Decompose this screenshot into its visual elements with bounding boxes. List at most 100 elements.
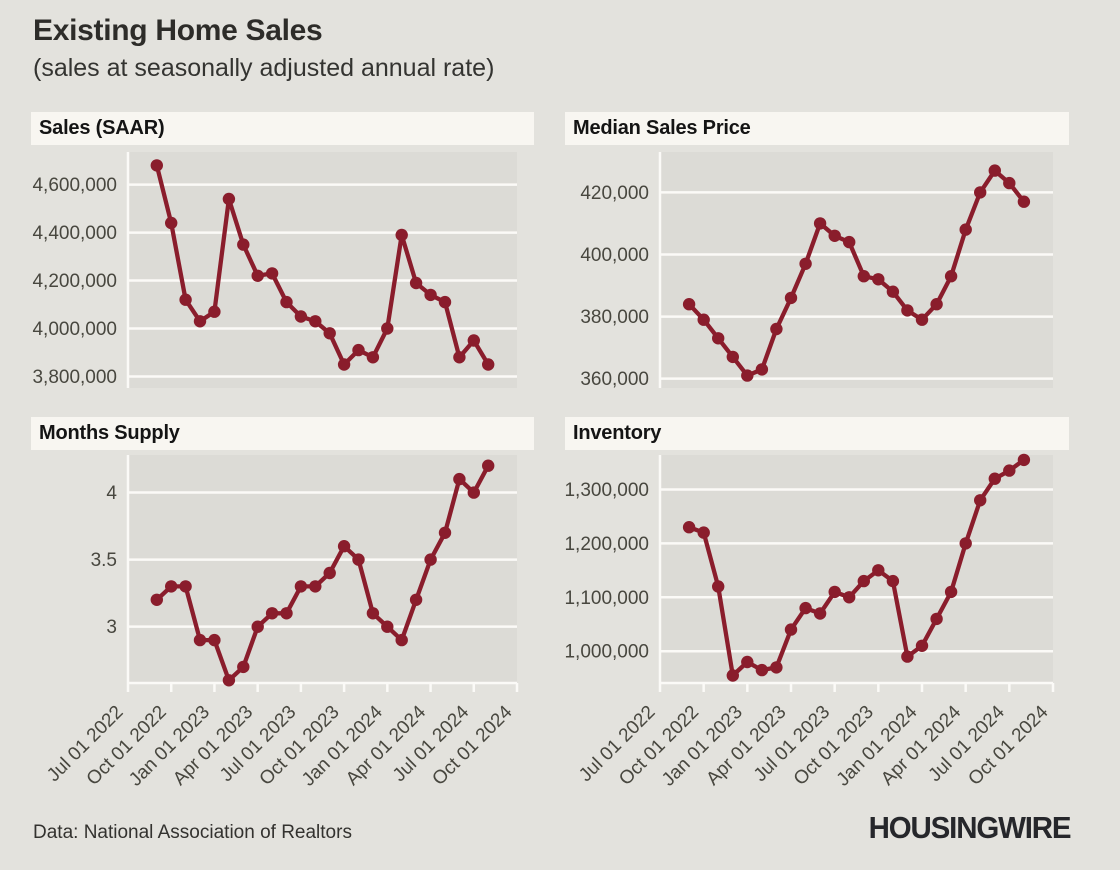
data-point: [974, 494, 987, 507]
data-point: [770, 322, 783, 336]
y-tick-label: 4,000,000: [32, 319, 117, 340]
panel-header-inventory: Inventory: [565, 417, 1069, 450]
data-point: [482, 459, 495, 472]
data-point: [974, 186, 987, 199]
data-point: [165, 580, 178, 593]
panel-title-sales: Sales (SAAR): [39, 117, 165, 139]
y-tick-label: 4,600,000: [32, 175, 117, 196]
data-point: [1003, 176, 1016, 190]
data-point: [222, 192, 236, 206]
data-point: [901, 650, 914, 663]
data-point: [251, 620, 264, 633]
data-point: [726, 350, 739, 364]
housingwire-logo: HOUSINGWIRE: [868, 810, 1071, 845]
data-point: [930, 612, 943, 626]
data-point: [886, 574, 900, 588]
data-point: [280, 295, 293, 309]
data-point: [150, 159, 163, 172]
panel-title-inventory: Inventory: [573, 422, 662, 444]
data-point: [770, 661, 783, 674]
y-tick-label: 3,800,000: [32, 367, 117, 388]
data-point: [251, 269, 264, 282]
page-title: Existing Home Sales: [33, 14, 323, 47]
data-point: [165, 216, 178, 230]
data-point: [959, 223, 972, 236]
data-point: [872, 564, 885, 577]
data-point: [352, 343, 365, 357]
data-point: [222, 674, 236, 687]
panel-header-sales: Sales (SAAR): [31, 112, 534, 145]
data-point: [237, 660, 250, 674]
data-point: [915, 639, 929, 652]
data-point: [381, 322, 394, 335]
data-point: [424, 288, 437, 302]
y-tick-label: 380,000: [580, 307, 649, 328]
data-point: [467, 486, 480, 499]
panel-title-median-price: Median Sales Price: [573, 117, 751, 139]
y-tick-label: 1,100,000: [564, 588, 649, 609]
data-point: [453, 351, 466, 364]
y-tick-label: 4: [106, 483, 117, 504]
data-point: [208, 305, 221, 318]
data-point: [193, 315, 207, 328]
data-point: [857, 270, 870, 283]
data-point: [1017, 195, 1031, 208]
data-point: [337, 540, 351, 553]
y-tick-label: 1,300,000: [564, 480, 649, 501]
data-source-note: Data: National Association of Realtors: [33, 822, 352, 843]
data-point: [409, 593, 423, 606]
data-point: [901, 304, 914, 317]
data-point: [813, 217, 827, 230]
data-point: [944, 270, 958, 283]
data-point: [828, 585, 841, 599]
data-point: [395, 228, 408, 242]
data-point: [843, 235, 856, 249]
data-point: [337, 358, 351, 371]
data-point: [309, 580, 322, 593]
data-point: [294, 310, 308, 323]
plot-area: [128, 152, 517, 388]
data-point: [381, 620, 394, 633]
y-tick-label: 420,000: [580, 183, 649, 204]
data-point: [467, 334, 480, 347]
data-point: [799, 257, 812, 270]
data-point: [915, 313, 929, 326]
plot-area: [660, 152, 1053, 388]
panel-header-months-supply: Months Supply: [31, 417, 534, 450]
data-point: [712, 332, 725, 345]
data-point: [1003, 464, 1016, 477]
data-point: [438, 526, 452, 539]
data-point: [309, 315, 322, 328]
panel-title-months-supply: Months Supply: [39, 422, 180, 444]
data-point: [280, 607, 293, 620]
y-tick-label: 360,000: [580, 369, 649, 390]
data-point: [237, 238, 250, 251]
y-tick-label: 1,000,000: [564, 642, 649, 663]
y-tick-label: 1,200,000: [564, 534, 649, 555]
data-point: [726, 669, 739, 682]
median-sales-price-chart: 360,000 380,000 400,000 420,000: [580, 152, 1053, 390]
y-tick-label: 400,000: [580, 245, 649, 266]
page-subtitle: (sales at seasonally adjusted annual rat…: [33, 54, 495, 82]
data-point: [712, 580, 725, 593]
data-point: [438, 295, 452, 309]
data-point: [352, 553, 365, 566]
data-point: [208, 633, 221, 647]
data-point: [323, 566, 336, 580]
y-tick-label: 3: [106, 617, 117, 638]
inventory-chart: 1,000,0001,100,0001,200,0001,300,000Jul …: [564, 453, 1055, 790]
data-point: [682, 298, 696, 311]
data-point: [265, 267, 279, 280]
data-point: [265, 607, 279, 620]
data-point: [755, 663, 769, 677]
data-point: [395, 633, 408, 647]
data-point: [150, 593, 163, 606]
data-point: [872, 273, 885, 286]
data-point: [424, 553, 437, 566]
data-point: [697, 526, 710, 539]
data-point: [930, 298, 943, 311]
y-tick-label: 4,200,000: [32, 271, 117, 292]
data-point: [944, 585, 958, 599]
data-point: [784, 291, 798, 305]
data-point: [682, 521, 696, 534]
